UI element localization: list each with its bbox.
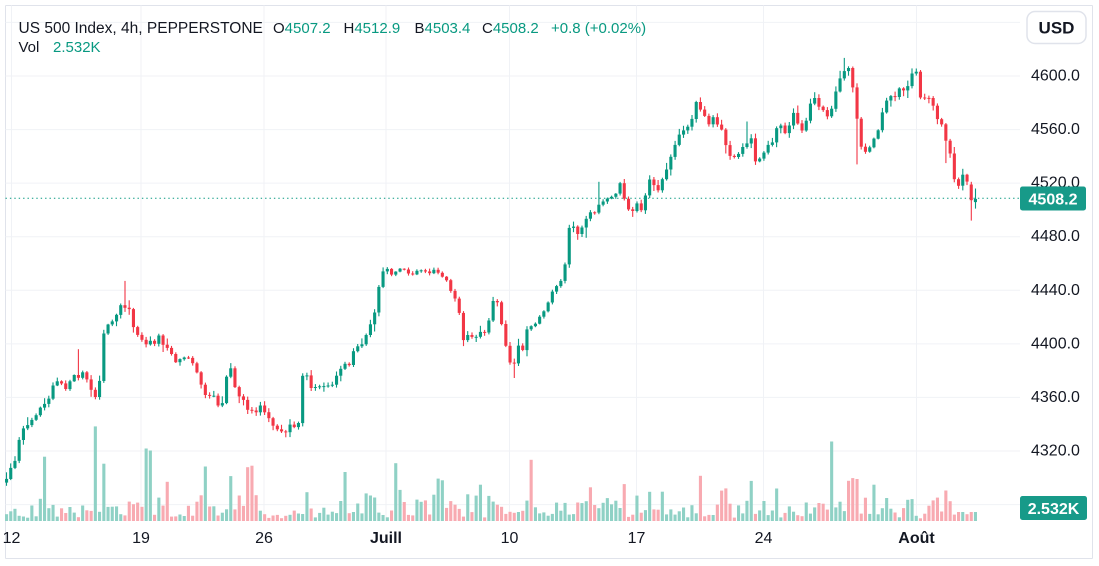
svg-text:4560.0: 4560.0 <box>1031 121 1080 138</box>
svg-text:Août: Août <box>898 530 935 547</box>
svg-text:24: 24 <box>755 530 773 547</box>
svg-text:17: 17 <box>628 530 646 547</box>
svg-text:4320.0: 4320.0 <box>1031 443 1080 460</box>
svg-text:4400.0: 4400.0 <box>1031 335 1080 352</box>
svg-text:2.532K: 2.532K <box>1028 501 1080 518</box>
svg-text:2.532K: 2.532K <box>53 39 101 56</box>
svg-text:O4507.2: O4507.2 <box>273 20 331 37</box>
svg-text:4508.2: 4508.2 <box>1029 192 1078 209</box>
svg-text:USD: USD <box>1039 19 1075 38</box>
svg-text:H4512.9: H4512.9 <box>344 20 401 37</box>
svg-text:4440.0: 4440.0 <box>1031 282 1080 299</box>
svg-text:10: 10 <box>501 530 519 547</box>
svg-text:4600.0: 4600.0 <box>1031 68 1080 85</box>
svg-text:12: 12 <box>3 530 21 547</box>
svg-text:Juill: Juill <box>370 530 402 547</box>
svg-text:US 500 Index, 4h, PEPPERSTONE: US 500 Index, 4h, PEPPERSTONE <box>19 20 263 37</box>
svg-text:+0.8 (+0.02%): +0.8 (+0.02%) <box>551 20 646 37</box>
svg-text:19: 19 <box>132 530 150 547</box>
svg-text:C4508.2: C4508.2 <box>482 20 539 37</box>
svg-text:4360.0: 4360.0 <box>1031 389 1080 406</box>
svg-text:B4503.4: B4503.4 <box>415 20 471 37</box>
svg-text:Vol: Vol <box>19 39 40 56</box>
svg-text:4480.0: 4480.0 <box>1031 228 1080 245</box>
svg-text:26: 26 <box>255 530 273 547</box>
